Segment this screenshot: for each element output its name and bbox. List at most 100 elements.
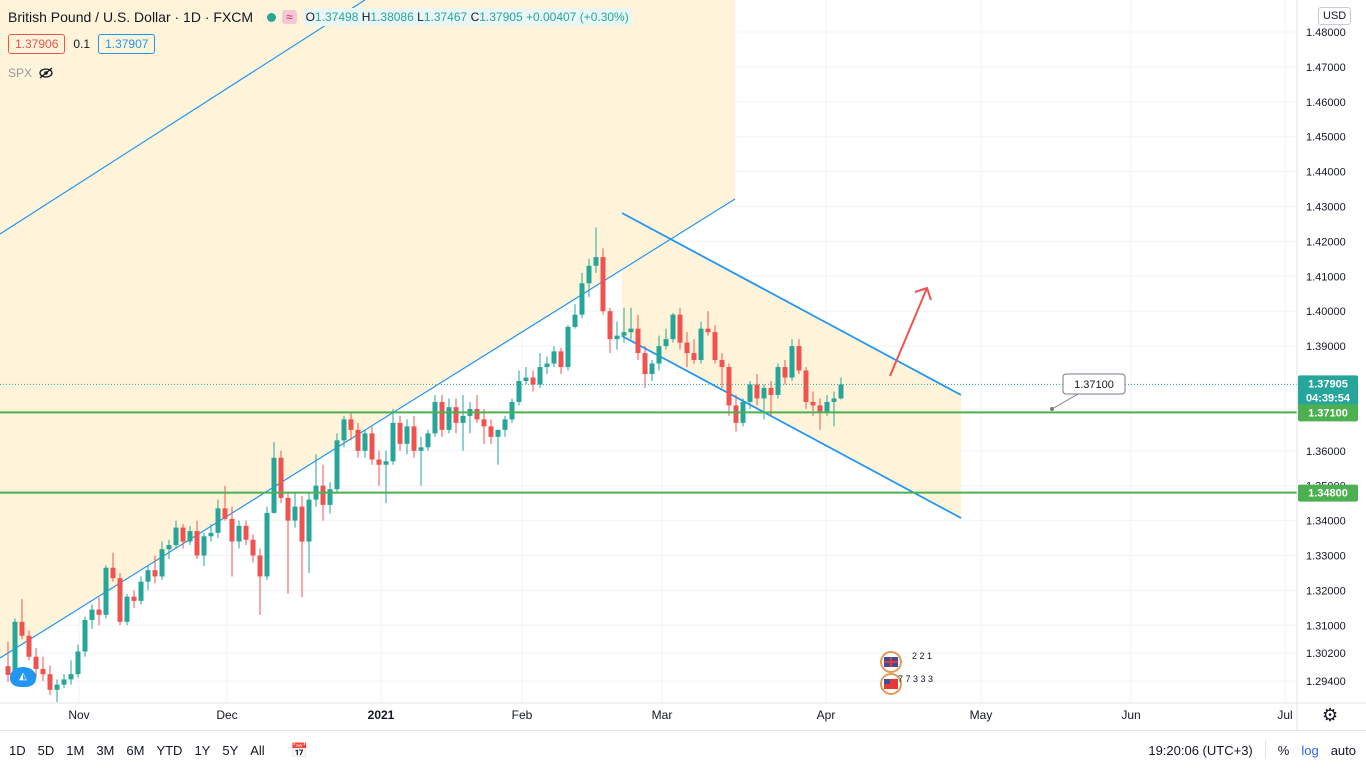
indicator-name[interactable]: SPX	[8, 66, 33, 80]
time-tick-label: Feb	[512, 708, 533, 722]
range-ytd[interactable]: YTD	[156, 742, 183, 758]
candle-body	[684, 342, 690, 354]
market-status-icon[interactable]	[267, 12, 277, 22]
auto-toggle[interactable]: auto	[1330, 742, 1356, 758]
candle-body	[159, 549, 165, 577]
settings-gear-icon[interactable]: ⚙	[1322, 705, 1339, 725]
range-5y[interactable]: 5Y	[222, 742, 239, 758]
us-event-count: 7 7 3 3 3	[898, 674, 933, 684]
price-axis-labels[interactable]: 1.48000 1.47000 1.46000 1.45000 1.44000 1.430…	[1306, 27, 1346, 688]
range-all[interactable]: All	[250, 742, 265, 758]
chart-canvas[interactable]: 1.48000 1.47000 1.46000 1.45000 1.44000 1.430…	[0, 0, 1366, 730]
range-1y[interactable]: 1Y	[194, 742, 211, 758]
range-1d[interactable]: 1D	[9, 742, 26, 758]
candle-body	[369, 433, 375, 460]
candle-body	[250, 539, 256, 556]
price-tick-label: 1.36000	[1306, 446, 1346, 458]
candle-body	[215, 508, 221, 533]
candle-body	[831, 398, 837, 402]
clock-display[interactable]: 19:20:06 (UTC+3)	[1148, 742, 1253, 758]
level-upper-tag	[1298, 404, 1358, 422]
candle-body	[691, 353, 697, 361]
price-tick-label: 1.34000	[1306, 516, 1346, 528]
candle-body	[432, 401, 438, 434]
candle-body	[124, 596, 130, 622]
time-tick-label: May	[970, 708, 993, 722]
candle-body	[278, 457, 284, 498]
candle-body	[397, 422, 403, 444]
candle-body	[103, 567, 109, 615]
candle-body	[446, 407, 452, 430]
percent-toggle[interactable]: %	[1277, 742, 1290, 758]
candle-body	[481, 419, 487, 427]
range-6m[interactable]: 6M	[126, 742, 145, 758]
candle-body	[558, 351, 564, 368]
candle-body	[341, 419, 347, 441]
price-tick-label: 1.42000	[1306, 236, 1346, 248]
candle-body	[75, 651, 81, 675]
candle-body	[495, 429, 501, 437]
price-tick-label: 1.47000	[1306, 62, 1346, 74]
goto-date-icon[interactable]: 📅	[290, 741, 309, 758]
candle-body	[166, 545, 172, 550]
candle-body	[614, 335, 620, 340]
current-price-tag	[1298, 375, 1358, 407]
time-axis-labels[interactable]: Nov Dec 2021 Feb Mar Apr May Jun Jul	[68, 708, 1292, 722]
candle-body	[810, 401, 816, 406]
candle-body	[292, 506, 298, 521]
candle-body	[33, 656, 39, 669]
candle-body	[96, 609, 102, 615]
descending-channel-top	[621, 212, 962, 396]
candle-body	[747, 384, 753, 402]
candle-body	[768, 387, 774, 395]
symbol-title[interactable]: British Pound / U.S. Dollar · 1D · FXCM	[8, 9, 254, 25]
tradingview-logo-icon[interactable]: ◭	[10, 667, 36, 687]
candle-body	[537, 367, 543, 385]
candle-body	[600, 257, 606, 312]
candle-body	[782, 367, 788, 378]
candle-body	[705, 328, 711, 333]
candle-body	[208, 532, 214, 537]
highlight-zones	[0, 0, 961, 658]
candle-body	[355, 429, 361, 451]
economic-events[interactable]: 2 2 1 7 7 3 3 3	[880, 651, 933, 695]
candle-body	[89, 609, 95, 621]
log-toggle[interactable]: log	[1301, 742, 1319, 758]
price-tick-label: 1.46000	[1306, 97, 1346, 109]
candle-body	[152, 570, 158, 577]
currency-button[interactable]: USD	[1318, 7, 1352, 25]
range-3m[interactable]: 3M	[96, 742, 115, 758]
price-tick-label: 1.30200	[1306, 648, 1346, 660]
divider	[1264, 741, 1266, 759]
sell-button[interactable]: 1.37906	[8, 34, 66, 54]
candle-body	[390, 422, 396, 462]
price-callout[interactable]: 1.37100	[1050, 373, 1126, 411]
compare-icon[interactable]: ≈	[282, 10, 297, 24]
candle-body	[327, 489, 333, 505]
price-tick-label: 1.44000	[1306, 167, 1346, 179]
bottom-toolbar: 1D 5D 1M 3M 6M YTD 1Y 5Y All 📅 19:20:06 …	[0, 730, 1366, 769]
candle-body	[306, 499, 312, 542]
candle-body	[649, 363, 655, 375]
candle-body	[411, 426, 417, 451]
eye-hidden-icon[interactable]	[38, 67, 54, 79]
current-price-tag-text: 04:39:54	[1306, 392, 1351, 404]
candle-body	[488, 426, 494, 437]
candle-body	[201, 536, 207, 556]
candle-body	[621, 332, 627, 336]
candle-body	[47, 674, 53, 690]
candle-body	[474, 408, 480, 420]
range-5d[interactable]: 5D	[37, 742, 55, 758]
buy-button[interactable]: 1.37907	[98, 34, 156, 54]
candle-body	[677, 314, 683, 343]
projection-arrow	[889, 287, 928, 377]
scale-options: 19:20:06 (UTC+3) % log auto	[1148, 741, 1356, 759]
range-1m[interactable]: 1M	[66, 742, 85, 758]
candle-body	[509, 401, 515, 420]
candle-body	[670, 314, 676, 340]
price-tick-label: 1.40000	[1306, 306, 1346, 318]
candles-group	[5, 227, 844, 703]
candle-body	[68, 674, 74, 680]
candle-body	[299, 506, 305, 542]
candle-body	[656, 346, 662, 364]
